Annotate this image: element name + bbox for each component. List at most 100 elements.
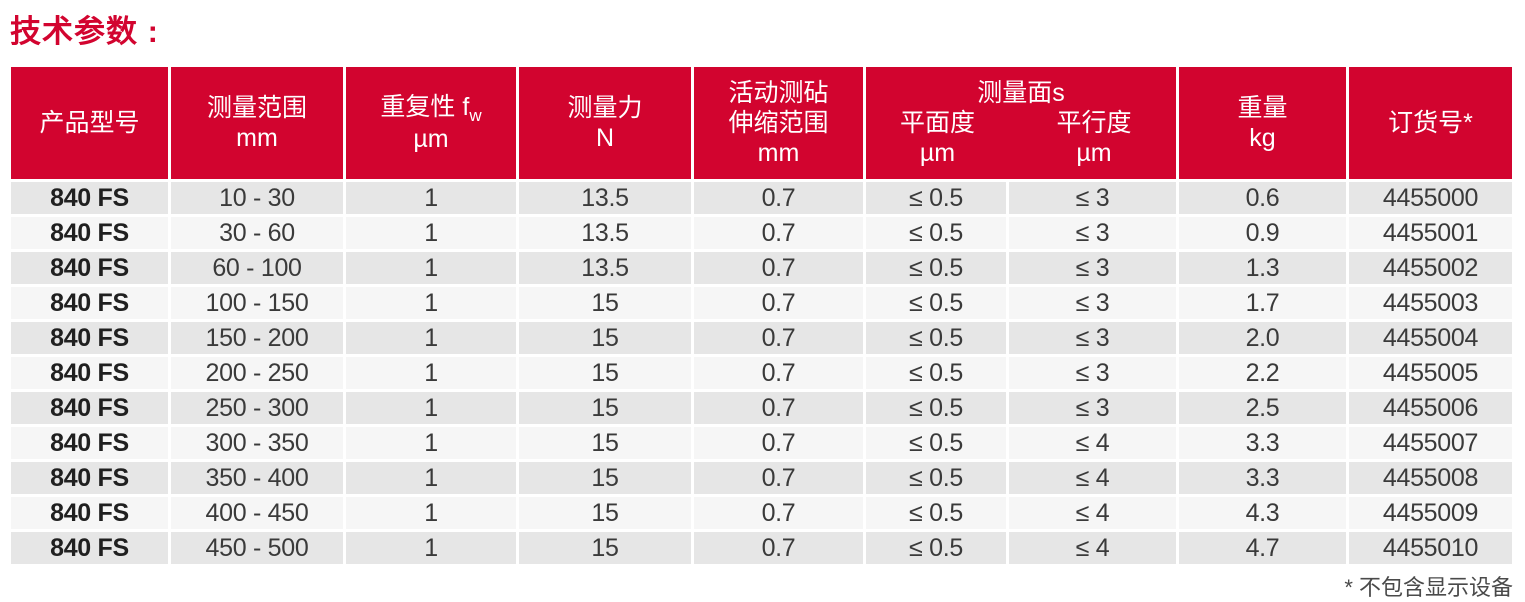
- table-row: 840 FS 450 - 500 1 15 0.7 ≤ 0.5 ≤ 4 4.7 4455010: [11, 532, 1512, 564]
- cell-order: 4455008: [1349, 462, 1512, 494]
- cell-weight: 0.6: [1179, 182, 1349, 214]
- cell-weight: 1.3: [1179, 252, 1349, 284]
- header-anvil-travel: 活动测砧 伸缩范围 mm: [694, 67, 866, 179]
- cell-force: 15: [519, 497, 694, 529]
- cell-model: 840 FS: [11, 182, 171, 214]
- header-faces-title: 测量面s: [977, 79, 1065, 107]
- cell-weight: 2.2: [1179, 357, 1349, 389]
- cell-weight: 3.3: [1179, 462, 1349, 494]
- cell-order: 4455010: [1349, 532, 1512, 564]
- table-body: 840 FS 10 - 30 1 13.5 0.7 ≤ 0.5 ≤ 3 0.6 4455000 8…: [11, 182, 1512, 564]
- cell-range: 350 - 400: [171, 462, 346, 494]
- cell-repeat: 1: [346, 252, 519, 284]
- cell-model: 840 FS: [11, 217, 171, 249]
- cell-parallelism: ≤ 3: [1009, 182, 1179, 214]
- cell-flatness: ≤ 0.5: [866, 497, 1009, 529]
- cell-flatness: ≤ 0.5: [866, 252, 1009, 284]
- table-row: 840 FS 150 - 200 1 15 0.7 ≤ 0.5 ≤ 3 2.0 4455004: [11, 322, 1512, 354]
- cell-order: 4455002: [1349, 252, 1512, 284]
- cell-flatness: ≤ 0.5: [866, 532, 1009, 564]
- cell-anvil: 0.7: [694, 532, 866, 564]
- cell-order: 4455006: [1349, 392, 1512, 424]
- cell-range: 250 - 300: [171, 392, 346, 424]
- cell-model: 840 FS: [11, 322, 171, 354]
- table-row: 840 FS 300 - 350 1 15 0.7 ≤ 0.5 ≤ 4 3.3 4455007: [11, 427, 1512, 459]
- table-row: 840 FS 10 - 30 1 13.5 0.7 ≤ 0.5 ≤ 3 0.6 4455000: [11, 182, 1512, 214]
- page-title: 技术参数 :: [10, 14, 159, 49]
- cell-order: 4455004: [1349, 322, 1512, 354]
- cell-range: 150 - 200: [171, 322, 346, 354]
- cell-anvil: 0.7: [694, 357, 866, 389]
- cell-flatness: ≤ 0.5: [866, 182, 1009, 214]
- cell-range: 100 - 150: [171, 287, 346, 319]
- cell-repeat: 1: [346, 182, 519, 214]
- cell-repeat: 1: [346, 497, 519, 529]
- cell-weight: 0.9: [1179, 217, 1349, 249]
- header-product-model: 产品型号: [11, 67, 171, 179]
- header-flatness-label: 平面度: [899, 109, 975, 137]
- cell-range: 10 - 30: [171, 182, 346, 214]
- cell-anvil: 0.7: [694, 182, 866, 214]
- cell-force: 15: [519, 287, 694, 319]
- cell-flatness: ≤ 0.5: [866, 357, 1009, 389]
- cell-parallelism: ≤ 3: [1009, 217, 1179, 249]
- header-parallelism-unit: µm: [1076, 139, 1112, 167]
- cell-parallelism: ≤ 4: [1009, 497, 1179, 529]
- cell-repeat: 1: [346, 462, 519, 494]
- table-row: 840 FS 200 - 250 1 15 0.7 ≤ 0.5 ≤ 3 2.2 4455005: [11, 357, 1512, 389]
- cell-range: 200 - 250: [171, 357, 346, 389]
- cell-order: 4455007: [1349, 427, 1512, 459]
- cell-range: 450 - 500: [171, 532, 346, 564]
- cell-order: 4455005: [1349, 357, 1512, 389]
- cell-repeat: 1: [346, 357, 519, 389]
- cell-repeat: 1: [346, 322, 519, 354]
- cell-weight: 3.3: [1179, 427, 1349, 459]
- cell-order: 4455009: [1349, 497, 1512, 529]
- cell-repeat: 1: [346, 392, 519, 424]
- subscript-w: w: [469, 106, 482, 125]
- cell-parallelism: ≤ 3: [1009, 357, 1179, 389]
- cell-range: 30 - 60: [171, 217, 346, 249]
- header-parallelism-label: 平行度: [1056, 109, 1132, 137]
- cell-anvil: 0.7: [694, 462, 866, 494]
- cell-anvil: 0.7: [694, 497, 866, 529]
- cell-parallelism: ≤ 4: [1009, 427, 1179, 459]
- cell-force: 15: [519, 392, 694, 424]
- cell-force: 15: [519, 462, 694, 494]
- cell-anvil: 0.7: [694, 427, 866, 459]
- cell-force: 15: [519, 357, 694, 389]
- cell-weight: 2.0: [1179, 322, 1349, 354]
- cell-model: 840 FS: [11, 532, 171, 564]
- cell-repeat: 1: [346, 427, 519, 459]
- cell-anvil: 0.7: [694, 322, 866, 354]
- cell-weight: 4.7: [1179, 532, 1349, 564]
- header-repeatability: 重复性 fw µm: [346, 67, 519, 179]
- cell-model: 840 FS: [11, 427, 171, 459]
- cell-model: 840 FS: [11, 252, 171, 284]
- cell-repeat: 1: [346, 287, 519, 319]
- table-row: 840 FS 350 - 400 1 15 0.7 ≤ 0.5 ≤ 4 3.3 4455008: [11, 462, 1512, 494]
- cell-anvil: 0.7: [694, 392, 866, 424]
- spec-table: 产品型号 测量范围 mm 重复性 fw µm 测量力 N 活动测砧 伸缩范围 m…: [11, 67, 1512, 567]
- cell-anvil: 0.7: [694, 252, 866, 284]
- cell-parallelism: ≤ 3: [1009, 252, 1179, 284]
- cell-range: 60 - 100: [171, 252, 346, 284]
- cell-force: 13.5: [519, 217, 694, 249]
- cell-weight: 4.3: [1179, 497, 1349, 529]
- cell-parallelism: ≤ 4: [1009, 462, 1179, 494]
- cell-force: 15: [519, 427, 694, 459]
- cell-anvil: 0.7: [694, 217, 866, 249]
- cell-parallelism: ≤ 3: [1009, 322, 1179, 354]
- cell-order: 4455000: [1349, 182, 1512, 214]
- cell-range: 400 - 450: [171, 497, 346, 529]
- cell-force: 13.5: [519, 252, 694, 284]
- footnote: * 不包含显示设备: [1344, 575, 1513, 600]
- header-product-model-label: 产品型号: [39, 109, 140, 137]
- header-measuring-force: 测量力 N: [519, 67, 694, 179]
- cell-model: 840 FS: [11, 287, 171, 319]
- table-row: 840 FS 250 - 300 1 15 0.7 ≤ 0.5 ≤ 3 2.5 4455006: [11, 392, 1512, 424]
- cell-model: 840 FS: [11, 357, 171, 389]
- cell-flatness: ≤ 0.5: [866, 462, 1009, 494]
- cell-weight: 1.7: [1179, 287, 1349, 319]
